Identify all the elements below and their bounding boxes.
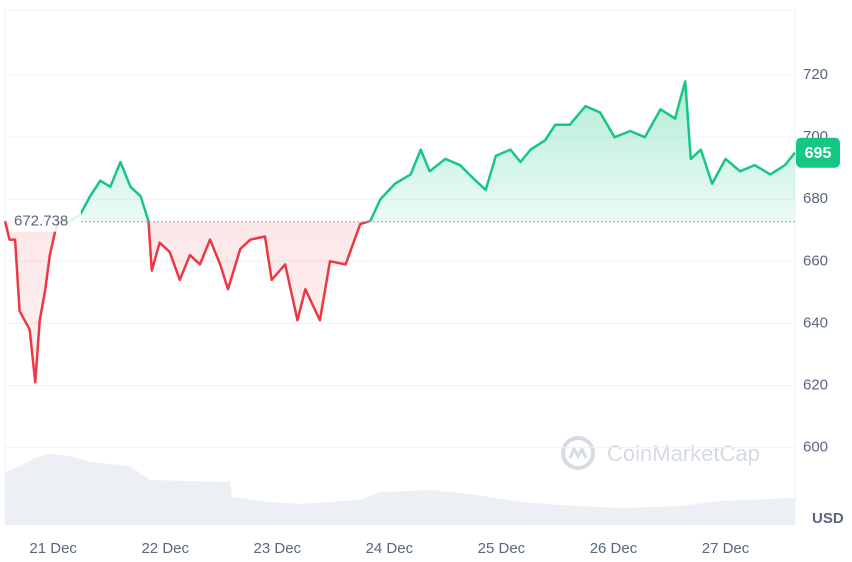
price-badge-label: 695 xyxy=(805,145,832,162)
baseline-label: 672.738 xyxy=(14,213,68,230)
watermark-logo xyxy=(561,436,595,470)
price-badge xyxy=(796,137,840,168)
y-tick-label: 620 xyxy=(803,376,828,393)
y-axis-label: USD xyxy=(812,510,844,527)
y-tick-label: 640 xyxy=(803,314,828,331)
x-tick-label: 21 Dec xyxy=(29,540,77,557)
x-tick-label: 22 Dec xyxy=(141,540,189,557)
x-tick-label: 27 Dec xyxy=(702,540,750,557)
area xyxy=(5,81,795,383)
x-tick-label: 25 Dec xyxy=(478,540,526,557)
y-tick-label: 680 xyxy=(803,190,828,207)
y-tick-label: 600 xyxy=(803,438,828,455)
x-tick-label: 26 Dec xyxy=(590,540,638,557)
watermark: CoinMarketCap xyxy=(607,441,760,466)
y-tick-label: 720 xyxy=(803,66,828,83)
price-line xyxy=(3,80,796,384)
volume-area xyxy=(5,454,795,525)
x-tick-label: 23 Dec xyxy=(254,540,302,557)
y-tick-label: 660 xyxy=(803,252,828,269)
baseline-label-bg xyxy=(9,209,81,232)
x-tick-label: 24 Dec xyxy=(366,540,414,557)
